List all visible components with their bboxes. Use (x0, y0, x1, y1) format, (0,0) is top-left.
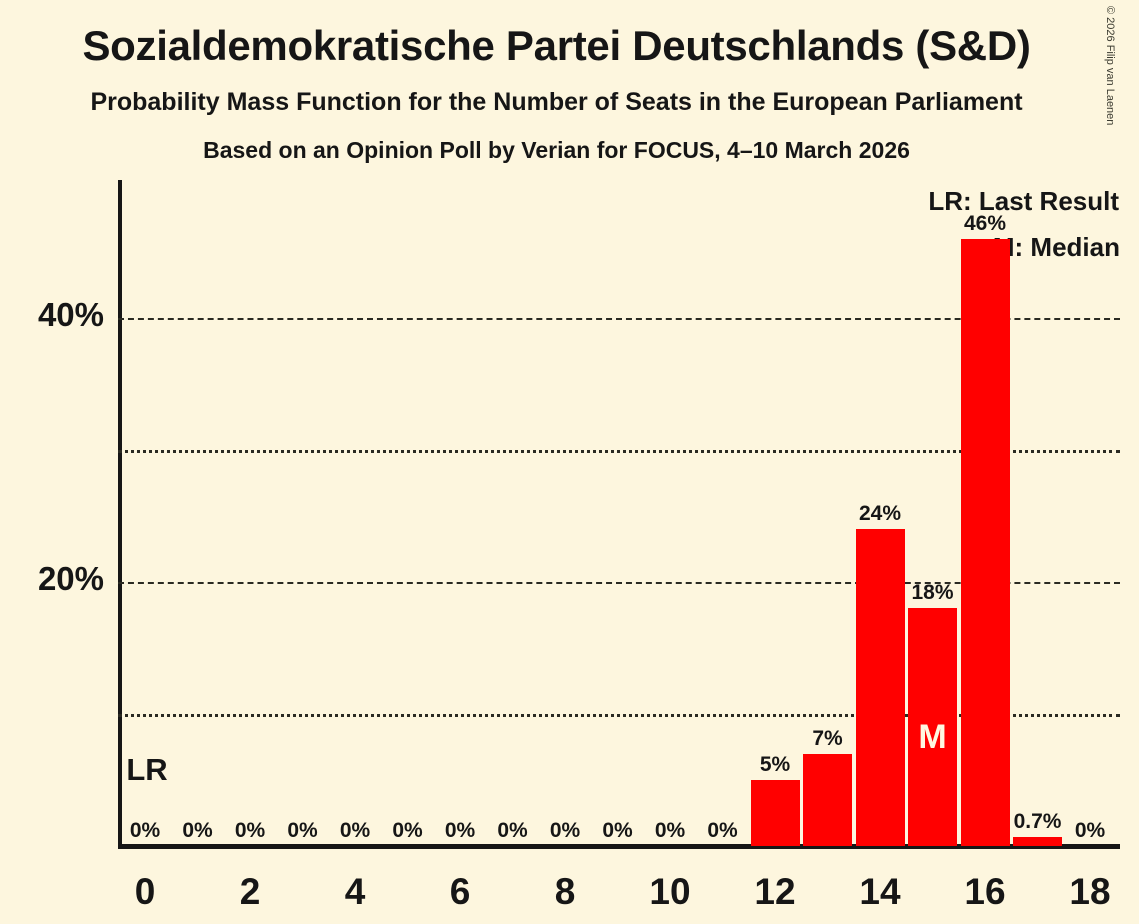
bar-value-label-seat-15: 18% (911, 581, 954, 605)
chart-source-line: Based on an Opinion Poll by Verian for F… (203, 137, 910, 163)
y-axis-line (118, 180, 122, 849)
median-marker: M (918, 718, 947, 756)
x-tick-label-0: 0 (134, 871, 156, 912)
chart-subtitle: Probability Mass Function for the Number… (90, 88, 1023, 116)
x-tick-label-2: 2 (239, 871, 261, 912)
bar-seat-15 (908, 608, 957, 846)
bar-value-label-seat-17: 0.7% (1013, 809, 1062, 833)
bar-value-label-seat-0: 0% (129, 819, 161, 842)
bar-value-label-seat-16: 46% (963, 211, 1007, 235)
bar-value-label-seat-3: 0% (287, 819, 318, 842)
x-tick-label-16: 16 (964, 871, 1006, 912)
bar-value-label-seat-12: 5% (759, 753, 791, 776)
page-title: Sozialdemokratische Partei Deutschlands … (82, 22, 1031, 69)
last-result-marker: LR (126, 752, 168, 787)
bar-value-label-seat-2: 0% (234, 819, 266, 842)
y-tick-label-20pct: 20% (37, 560, 104, 597)
x-tick-label-14: 14 (859, 871, 901, 912)
bar-value-label-seat-10: 0% (654, 819, 686, 842)
bar-value-label-seat-9: 0% (602, 819, 633, 842)
bar-value-label-seat-5: 0% (392, 819, 423, 842)
y-tick-label-40pct: 40% (37, 296, 104, 333)
bar-seat-12 (750, 780, 800, 846)
x-tick-label-10: 10 (649, 871, 691, 912)
x-tick-label-6: 6 (449, 871, 471, 912)
bar-seat-17 (1013, 836, 1062, 846)
bar-value-label-seat-13: 7% (812, 726, 843, 750)
bar-seat-16 (960, 238, 1010, 846)
gridline-20pct (118, 582, 1120, 584)
x-tick-label-12: 12 (754, 871, 796, 912)
bar-seat-14 (855, 529, 905, 846)
gridline-10pct (118, 714, 1120, 717)
bar-value-label-seat-18: 0% (1074, 819, 1106, 842)
bar-seat-13 (803, 753, 852, 846)
x-axis-line (118, 844, 1120, 849)
gridline-30pct (118, 450, 1120, 453)
bar-value-label-seat-7: 0% (497, 819, 528, 842)
bar-value-label-seat-4: 0% (339, 819, 371, 842)
legend-median: M: Median (992, 232, 1120, 262)
legend-last-result: LR: Last Result (928, 186, 1119, 216)
bar-value-label-seat-11: 0% (707, 819, 738, 842)
gridline-40pct (118, 318, 1120, 320)
bar-value-label-seat-1: 0% (182, 819, 213, 842)
x-tick-label-4: 4 (344, 871, 366, 912)
copyright-notice: © 2026 Filip van Laenen (1104, 6, 1116, 126)
x-tick-label-18: 18 (1069, 871, 1111, 912)
plot-area (118, 180, 1120, 846)
bar-value-label-seat-8: 0% (549, 819, 581, 842)
bar-value-label-seat-14: 24% (858, 502, 902, 526)
bar-value-label-seat-6: 0% (444, 819, 476, 842)
x-tick-label-8: 8 (554, 871, 576, 912)
